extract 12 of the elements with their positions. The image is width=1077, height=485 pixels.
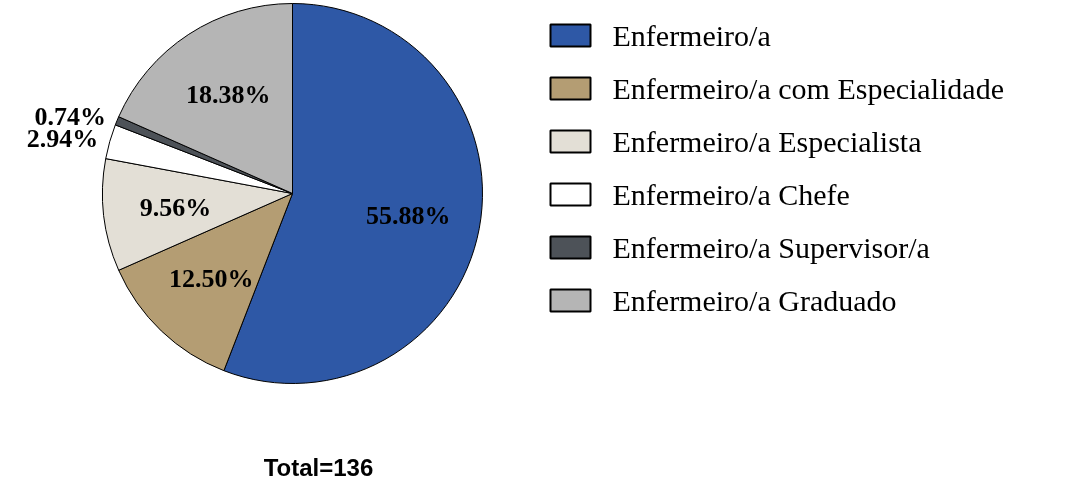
legend-label: Enfermeiro/a Graduado (612, 284, 897, 317)
data-label: 0.74% (34, 101, 106, 131)
legend-label: Enfermeiro/a (612, 19, 771, 52)
data-label: 9.56% (139, 192, 212, 222)
legend-label: Enfermeiro/a Especialista (612, 125, 922, 158)
data-label: 18.38% (185, 80, 271, 110)
legend-label: Enfermeiro/a Supervisor/a (612, 231, 930, 264)
data-label: 55.88% (366, 200, 451, 230)
text: Total=136 (263, 454, 374, 481)
legend-label: Enfermeiro/a Chefe (612, 178, 850, 211)
legend-label: Enfermeiro/a com Especialidade (612, 72, 1004, 105)
data-label: 12.50% (168, 264, 254, 294)
